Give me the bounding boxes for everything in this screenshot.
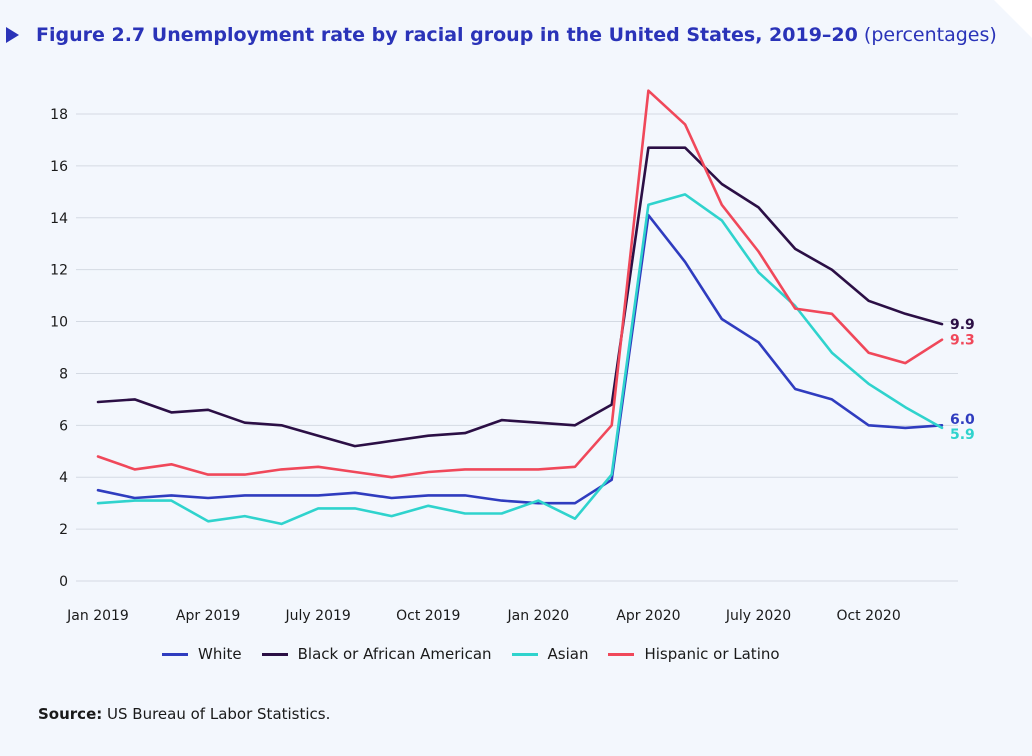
y-tick-label: 6 bbox=[59, 418, 68, 434]
legend-item-asian: Asian bbox=[511, 645, 589, 663]
source-text: US Bureau of Labor Statistics. bbox=[107, 705, 331, 723]
y-tick-label: 10 bbox=[50, 315, 68, 331]
legend-swatch-hispanic-or-latino bbox=[608, 652, 635, 656]
x-tick-label: July 2019 bbox=[285, 608, 351, 624]
x-axis-tick-labels: Jan 2019 Apr 2019 July 2019 Oct 2019 Jan 202… bbox=[66, 608, 901, 624]
figure-title-main: Figure 2.7 Unemployment rate by racial g… bbox=[36, 24, 858, 46]
y-tick-label: 12 bbox=[50, 263, 68, 279]
triangle-arrow-icon bbox=[6, 27, 19, 43]
legend-label-black-or-african-american: Black or African American bbox=[297, 645, 492, 663]
source-label: Source: bbox=[38, 705, 103, 723]
chart-legend: White Black or African American Asian Hi… bbox=[162, 645, 800, 663]
end-value-label-black-or-african-american: 9.9 bbox=[950, 317, 975, 333]
legend-label-hispanic-or-latino: Hispanic or Latino bbox=[644, 645, 780, 663]
y-tick-label: 4 bbox=[59, 470, 68, 486]
figure-title-unit: (percentages) bbox=[863, 24, 997, 46]
legend-label-white: White bbox=[198, 645, 242, 663]
x-tick-label: Apr 2019 bbox=[176, 608, 240, 624]
x-tick-label: Apr 2020 bbox=[616, 608, 680, 624]
y-tick-label: 2 bbox=[59, 522, 68, 538]
figure-title: Figure 2.7 Unemployment rate by racial g… bbox=[6, 22, 997, 48]
legend-swatch-black-or-african-american bbox=[261, 652, 288, 656]
legend-swatch-white bbox=[162, 652, 188, 656]
x-tick-label: Jan 2020 bbox=[507, 608, 570, 624]
series-line-white bbox=[96, 213, 944, 505]
end-value-label-white: 6.0 bbox=[950, 412, 975, 428]
x-tick-label: Oct 2020 bbox=[836, 608, 900, 624]
x-tick-label: Oct 2019 bbox=[396, 608, 460, 624]
legend-label-asian: Asian bbox=[547, 645, 589, 663]
y-tick-label: 18 bbox=[50, 107, 68, 123]
end-value-label-asian: 5.9 bbox=[950, 427, 975, 443]
source-note: Source: US Bureau of Labor Statistics. bbox=[38, 705, 330, 723]
legend-item-hispanic-or-latino: Hispanic or Latino bbox=[608, 645, 780, 663]
y-tick-label: 14 bbox=[50, 211, 68, 227]
series-line-asian bbox=[96, 193, 944, 526]
y-tick-label: 8 bbox=[59, 366, 68, 382]
y-tick-label: 0 bbox=[59, 574, 68, 590]
y-gridlines bbox=[76, 113, 958, 582]
y-tick-label: 16 bbox=[50, 159, 68, 175]
legend-item-black-or-african-american: Black or African American bbox=[261, 645, 492, 663]
x-tick-label: Jan 2019 bbox=[66, 608, 129, 624]
series-line-black-or-african-american bbox=[96, 146, 944, 448]
legend-item-white: White bbox=[162, 645, 242, 663]
end-value-label-hispanic-or-latino: 9.3 bbox=[950, 333, 975, 349]
legend-swatch-asian bbox=[511, 652, 538, 656]
series-line-hispanic-or-latino bbox=[96, 89, 944, 479]
y-axis-tick-labels: 0 2 4 6 8 10 12 14 16 18 bbox=[50, 107, 68, 590]
corner-fold bbox=[994, 0, 1032, 38]
x-tick-label: July 2020 bbox=[725, 608, 791, 624]
